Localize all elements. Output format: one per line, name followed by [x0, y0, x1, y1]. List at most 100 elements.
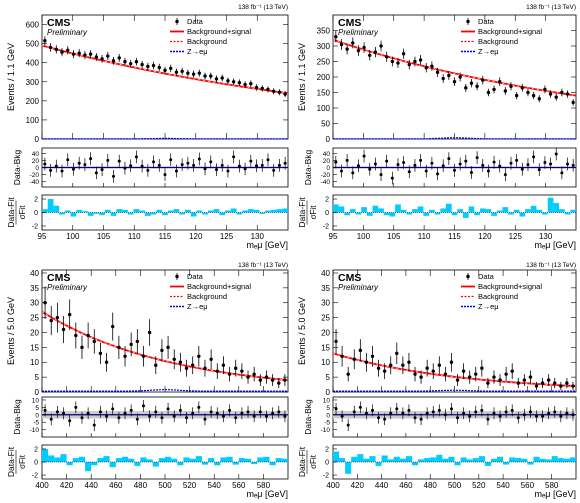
pull-bar: [247, 209, 254, 213]
data-point: [396, 61, 400, 65]
data-point: [98, 351, 103, 356]
data-point: [455, 378, 460, 382]
data-point: [441, 76, 445, 81]
data-point: [346, 372, 350, 376]
pull-bar: [412, 209, 418, 213]
legend-data-marker: [466, 274, 470, 279]
data-point: [147, 330, 152, 335]
data-point: [554, 95, 558, 99]
x-tick-label: 105: [387, 232, 401, 241]
data-point: [92, 339, 96, 344]
ratio-point: [401, 411, 405, 415]
data-point: [151, 63, 156, 68]
x-tick-label: 115: [448, 232, 461, 241]
ratio-point: [271, 411, 275, 415]
data-point: [528, 375, 533, 379]
x-tick-label: 130: [539, 232, 553, 241]
data-point: [356, 48, 361, 53]
legend-data: Data: [478, 272, 495, 281]
x-tick-label: 560: [232, 481, 246, 490]
data-point: [146, 64, 150, 69]
x-tick-label: 100: [66, 232, 80, 241]
ratio-point: [571, 413, 575, 417]
data-point: [486, 90, 491, 95]
pull-y-axis-denominator: σFit: [309, 205, 318, 220]
pull-bar: [85, 462, 92, 472]
pull-bar: [478, 456, 485, 462]
ratio-point: [152, 160, 156, 164]
pull-bar: [207, 210, 214, 213]
ratio-point: [516, 416, 520, 420]
ratio-y-tick-label: -10: [321, 427, 331, 434]
pull-bar: [351, 456, 358, 462]
ratio-point: [266, 158, 270, 162]
ratio-point: [191, 411, 195, 415]
ratio-point: [49, 168, 53, 172]
pull-bar: [259, 212, 266, 214]
ratio-point: [166, 407, 170, 411]
data-point: [516, 381, 520, 385]
data-point: [254, 85, 259, 90]
ratio-point: [123, 411, 127, 415]
y-tick-label: 200: [26, 97, 40, 106]
pull-bar: [509, 457, 516, 462]
ratio-point: [532, 155, 536, 159]
ratio-point: [526, 163, 530, 167]
pull-bar: [42, 448, 49, 462]
pull-y-tick-label: 2: [34, 446, 38, 453]
ratio-point: [431, 410, 435, 414]
y-tick-label: 40: [30, 269, 39, 278]
ratio-y-axis-title: Data-Bkg: [12, 399, 22, 435]
ratio-point: [474, 410, 478, 414]
ratio-point: [362, 154, 366, 158]
ratio-point: [197, 405, 201, 409]
data-point: [252, 372, 256, 376]
data-point: [534, 384, 539, 388]
data-point: [178, 360, 183, 364]
pull-bar: [171, 458, 178, 462]
ratio-point: [140, 164, 144, 168]
pull-bar: [551, 456, 558, 462]
legend-signal-plus-background: Background+signal: [478, 27, 542, 36]
data-point: [447, 73, 451, 78]
pull-bar: [430, 457, 437, 462]
y-tick-label: 0: [35, 135, 40, 144]
ratio-point: [163, 173, 167, 177]
data-point: [548, 92, 553, 96]
x-tick-label: 120: [189, 232, 203, 241]
ratio-point: [180, 163, 184, 167]
preliminary-label: Preliminary: [47, 28, 88, 37]
pull-bar: [185, 209, 191, 213]
ratio-point: [89, 157, 93, 161]
data-point: [345, 47, 349, 51]
pull-bar: [202, 212, 208, 215]
ratio-point: [249, 159, 253, 163]
pull-bar: [344, 212, 350, 216]
data-point: [197, 354, 201, 358]
ratio-point: [100, 168, 104, 172]
data-point: [140, 62, 144, 67]
data-point: [184, 366, 189, 370]
pull-bar: [115, 458, 122, 462]
data-point: [469, 81, 474, 85]
pull-bar: [519, 212, 526, 217]
legend-signal: Z→eμ: [187, 302, 208, 311]
x-tick-label: 460: [399, 481, 413, 490]
pull-bar: [484, 462, 491, 466]
pull-bar: [355, 212, 362, 215]
data-point: [480, 366, 484, 370]
data-point: [227, 372, 232, 376]
pull-bar: [553, 203, 560, 213]
pull-bar: [165, 456, 172, 462]
preliminary-label: Preliminary: [47, 283, 88, 292]
pull-bar: [497, 456, 504, 462]
pull-bar: [460, 457, 467, 462]
data-point: [419, 375, 423, 379]
ratio-point: [351, 171, 355, 175]
data-point: [503, 89, 508, 93]
ratio-point: [368, 167, 372, 171]
y-tick-label: 35: [30, 284, 39, 293]
pull-bar: [503, 462, 510, 465]
data-point: [492, 87, 496, 92]
ratio-point: [252, 414, 256, 418]
